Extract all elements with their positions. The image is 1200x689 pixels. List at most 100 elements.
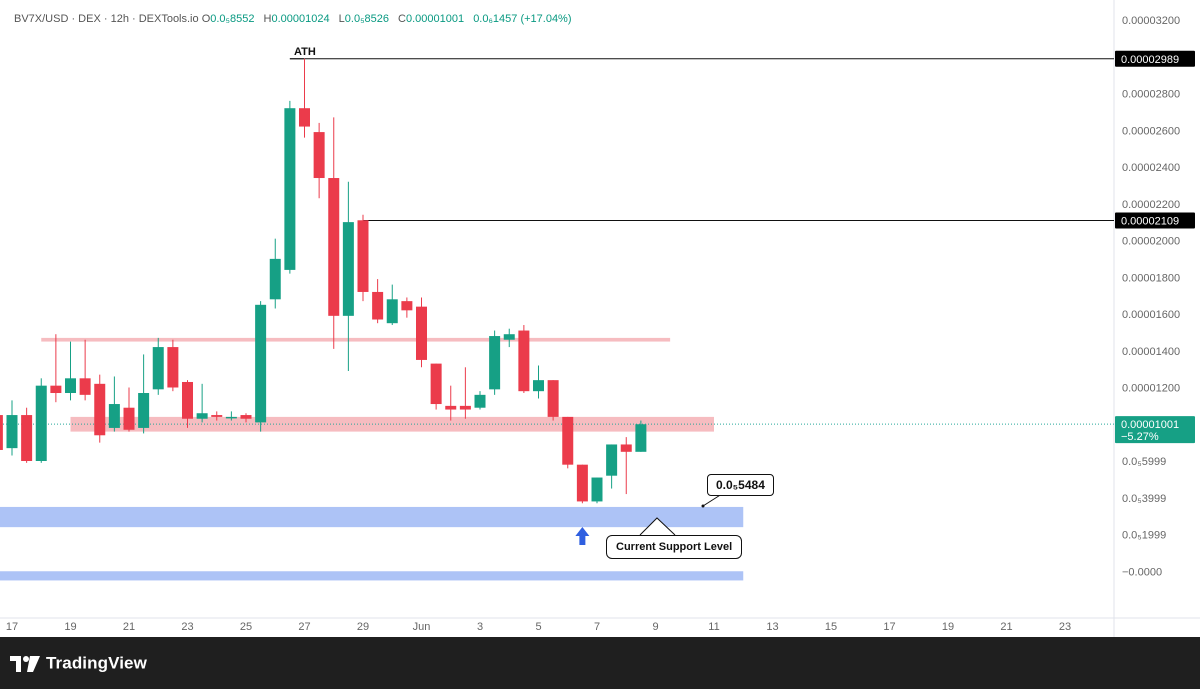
x-tick-label: 17	[6, 621, 18, 633]
open-value: 0.0₅8552	[210, 13, 255, 25]
candle-body	[240, 415, 252, 419]
support-arrow-icon	[575, 527, 590, 545]
open-label: O	[201, 13, 211, 25]
high-value: 0.00001024	[271, 13, 330, 25]
candle-body	[152, 347, 164, 390]
candle-body	[620, 444, 632, 452]
candle-body	[299, 108, 310, 127]
candle-body	[50, 385, 62, 394]
candle-body	[547, 380, 559, 417]
current-price-change: −5.27%	[1121, 431, 1159, 443]
x-tick-label: 19	[64, 621, 76, 633]
x-tick-label: 5	[535, 621, 541, 633]
candle-body	[576, 464, 588, 502]
x-tick-label: 29	[357, 621, 369, 633]
candle-body	[489, 336, 501, 390]
high-label: H	[263, 13, 272, 25]
price-callout: 0.0₅5484	[707, 474, 774, 496]
y-tick-label: 0.00002600	[1122, 125, 1180, 137]
candle-body	[225, 416, 237, 419]
x-tick-label: 15	[825, 621, 837, 633]
candlestick-chart[interactable]: 0.000032000.000030000.000028000.00002600…	[0, 0, 1200, 637]
candle-body	[108, 404, 120, 428]
price-tag	[1115, 212, 1195, 229]
ath-label: ATH	[294, 46, 316, 58]
symbol-label: BV7X/USD · DEX · 12h · DEXTools.io	[14, 13, 199, 25]
x-tick-label: 13	[766, 621, 778, 633]
candle-body	[21, 415, 33, 461]
y-tick-label: 0.00001200	[1122, 383, 1180, 395]
candle-body	[591, 477, 603, 502]
candle-body	[459, 405, 471, 410]
candle-body	[65, 378, 76, 394]
support-callout: Current Support Level	[606, 535, 743, 559]
candle-body	[138, 393, 150, 428]
x-tick-label: 7	[594, 621, 600, 633]
x-tick-label: 21	[1000, 621, 1012, 633]
y-tick-label: 0.00002800	[1122, 89, 1180, 101]
support-callout-pointer	[639, 517, 676, 536]
candle-body	[79, 378, 91, 395]
candle-body	[357, 220, 369, 292]
close-label: C	[398, 13, 406, 25]
x-tick-label: 23	[1059, 621, 1071, 633]
lower-support-zone	[0, 571, 744, 581]
y-tick-label: 0.00002400	[1122, 162, 1180, 174]
y-tick-label: 0.00001400	[1122, 346, 1180, 358]
candle-body	[284, 108, 296, 270]
brand-name: TradingView	[46, 653, 147, 673]
y-tick-label: −0.0000	[1122, 566, 1162, 578]
candle-body	[503, 334, 515, 340]
candle-body	[211, 415, 223, 417]
y-tick-label: 0.00001800	[1122, 272, 1180, 284]
candle-body	[6, 415, 18, 449]
low-label: L	[338, 13, 345, 25]
y-tick-label: 0.0₅3999	[1122, 493, 1166, 505]
x-tick-label: Jun	[413, 621, 431, 633]
current-price-label: 0.00001001	[1121, 419, 1179, 431]
x-tick-label: 21	[123, 621, 135, 633]
x-tick-label: 25	[240, 621, 252, 633]
y-tick-label: 0.0₅5999	[1122, 456, 1166, 468]
candle-body	[35, 385, 47, 461]
candle-body	[255, 304, 267, 423]
candle-body	[474, 394, 486, 408]
candle-body	[0, 415, 3, 450]
candle-body	[518, 330, 530, 392]
change-value: 0.0₆1457 (+17.04%)	[473, 13, 572, 25]
candle-body	[313, 132, 325, 179]
upper-resistance-zone	[41, 337, 671, 342]
candle-body	[196, 413, 208, 419]
candle-body	[635, 424, 647, 452]
x-tick-label: 3	[477, 621, 483, 633]
x-tick-label: 11	[708, 621, 719, 633]
current-price-tag	[1115, 416, 1195, 444]
candle-body	[430, 363, 442, 405]
candle-body	[123, 407, 135, 430]
x-tick-label: 23	[181, 621, 193, 633]
candle-body	[606, 444, 618, 476]
candle-body	[94, 383, 106, 436]
candle-body	[562, 416, 574, 465]
tradingview-brand[interactable]: TradingView	[10, 653, 147, 674]
candle-body	[182, 381, 193, 419]
footer-bar	[0, 637, 1200, 689]
y-tick-label: 0.00002000	[1122, 236, 1180, 248]
candle-body	[342, 222, 354, 316]
candle-body	[372, 291, 384, 320]
x-tick-label: 17	[883, 621, 895, 633]
chart-area[interactable]: 0.000032000.000030000.000028000.00002600…	[0, 0, 1200, 637]
price-tag-label: 0.00002989	[1121, 54, 1179, 66]
x-tick-label: 9	[652, 621, 658, 633]
y-tick-label: 0.00002200	[1122, 199, 1180, 211]
candle-body	[401, 301, 413, 311]
resistance-zone	[70, 416, 714, 432]
close-value: 0.00001001	[406, 13, 465, 25]
candle-body	[328, 178, 340, 316]
low-value: 0.0₅8526	[344, 13, 389, 25]
y-tick-label: 0.00001600	[1122, 309, 1180, 321]
candle-body	[386, 299, 398, 324]
price-tag-label: 0.00002109	[1121, 215, 1179, 227]
support-zone	[0, 506, 744, 528]
